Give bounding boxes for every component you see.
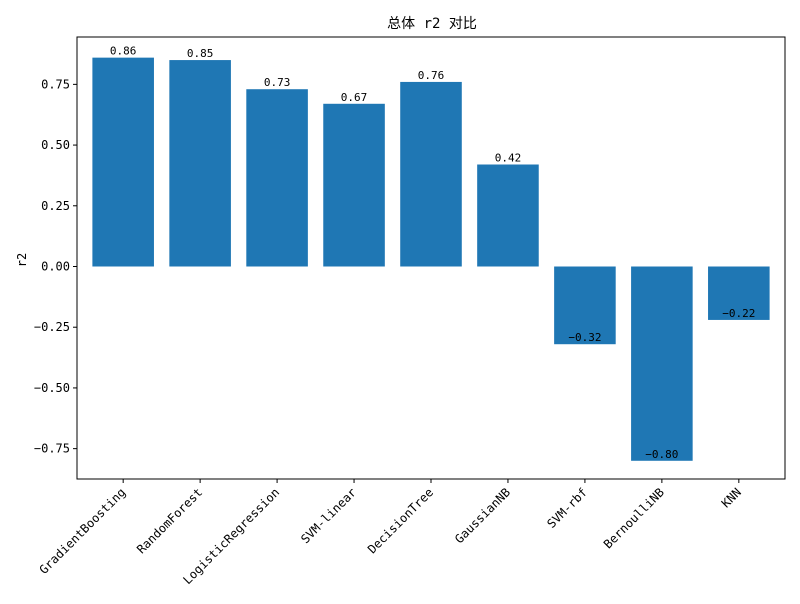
x-tick-label: GaussianNB (452, 485, 513, 546)
value-label: 0.42 (495, 152, 522, 165)
x-axis: GradientBoosting RandomForestLogisticRegr… (37, 479, 744, 587)
bar-logisticregression (246, 89, 308, 267)
value-label: −0.32 (568, 331, 601, 344)
x-tick-label: RandomForest (134, 485, 205, 556)
x-tick-label: KNN (719, 485, 744, 510)
value-label: −0.22 (722, 307, 755, 320)
value-label: 0.86 (110, 45, 137, 58)
bar-decisiontree (400, 81, 462, 267)
x-tick-label: SVM-linear (298, 485, 359, 546)
bar-svm-rbf (554, 266, 616, 345)
y-tick-label: 0.75 (41, 77, 70, 91)
y-tick-label: −0.50 (34, 381, 70, 395)
bar-gaussiannb (477, 164, 539, 267)
bar-gradientboosting (92, 57, 154, 267)
y-tick-label: 0.25 (41, 199, 70, 213)
chart-title: 总体 r2 对比 (387, 16, 477, 32)
y-tick-label: 0.00 (41, 260, 70, 274)
y-tick-label: 0.50 (41, 138, 70, 152)
bar-knn (708, 266, 770, 320)
x-tick-label: GradientBoosting (37, 485, 129, 577)
y-tick-label: −0.75 (34, 442, 70, 456)
x-tick-label: DecisionTree (365, 485, 436, 556)
y-axis-label: r2 (15, 253, 29, 267)
bar-svm-linear (323, 103, 385, 267)
value-labels-group: 0.86 0.85 0.73 0.67 0.76 0.42 −0.32 −0.80 −0.22 (110, 45, 755, 461)
value-label: 0.73 (264, 76, 291, 89)
y-tick-label: −0.25 (34, 320, 70, 334)
value-label: −0.80 (645, 448, 678, 461)
bar-bernoullinb (631, 266, 693, 461)
x-tick-label: BernoulliNB (601, 485, 667, 551)
y-axis: −0.75 −0.50 −0.25 0.00 0.25 0.50 0.75 (34, 77, 77, 456)
value-label: 0.76 (418, 69, 445, 82)
x-tick-label: SVM-rbf (544, 485, 590, 531)
bars-group (92, 57, 770, 461)
bar-randomforest (169, 60, 231, 267)
plot-frame (76, 36, 786, 480)
value-label: 0.85 (187, 47, 214, 60)
value-label: 0.67 (341, 91, 368, 104)
